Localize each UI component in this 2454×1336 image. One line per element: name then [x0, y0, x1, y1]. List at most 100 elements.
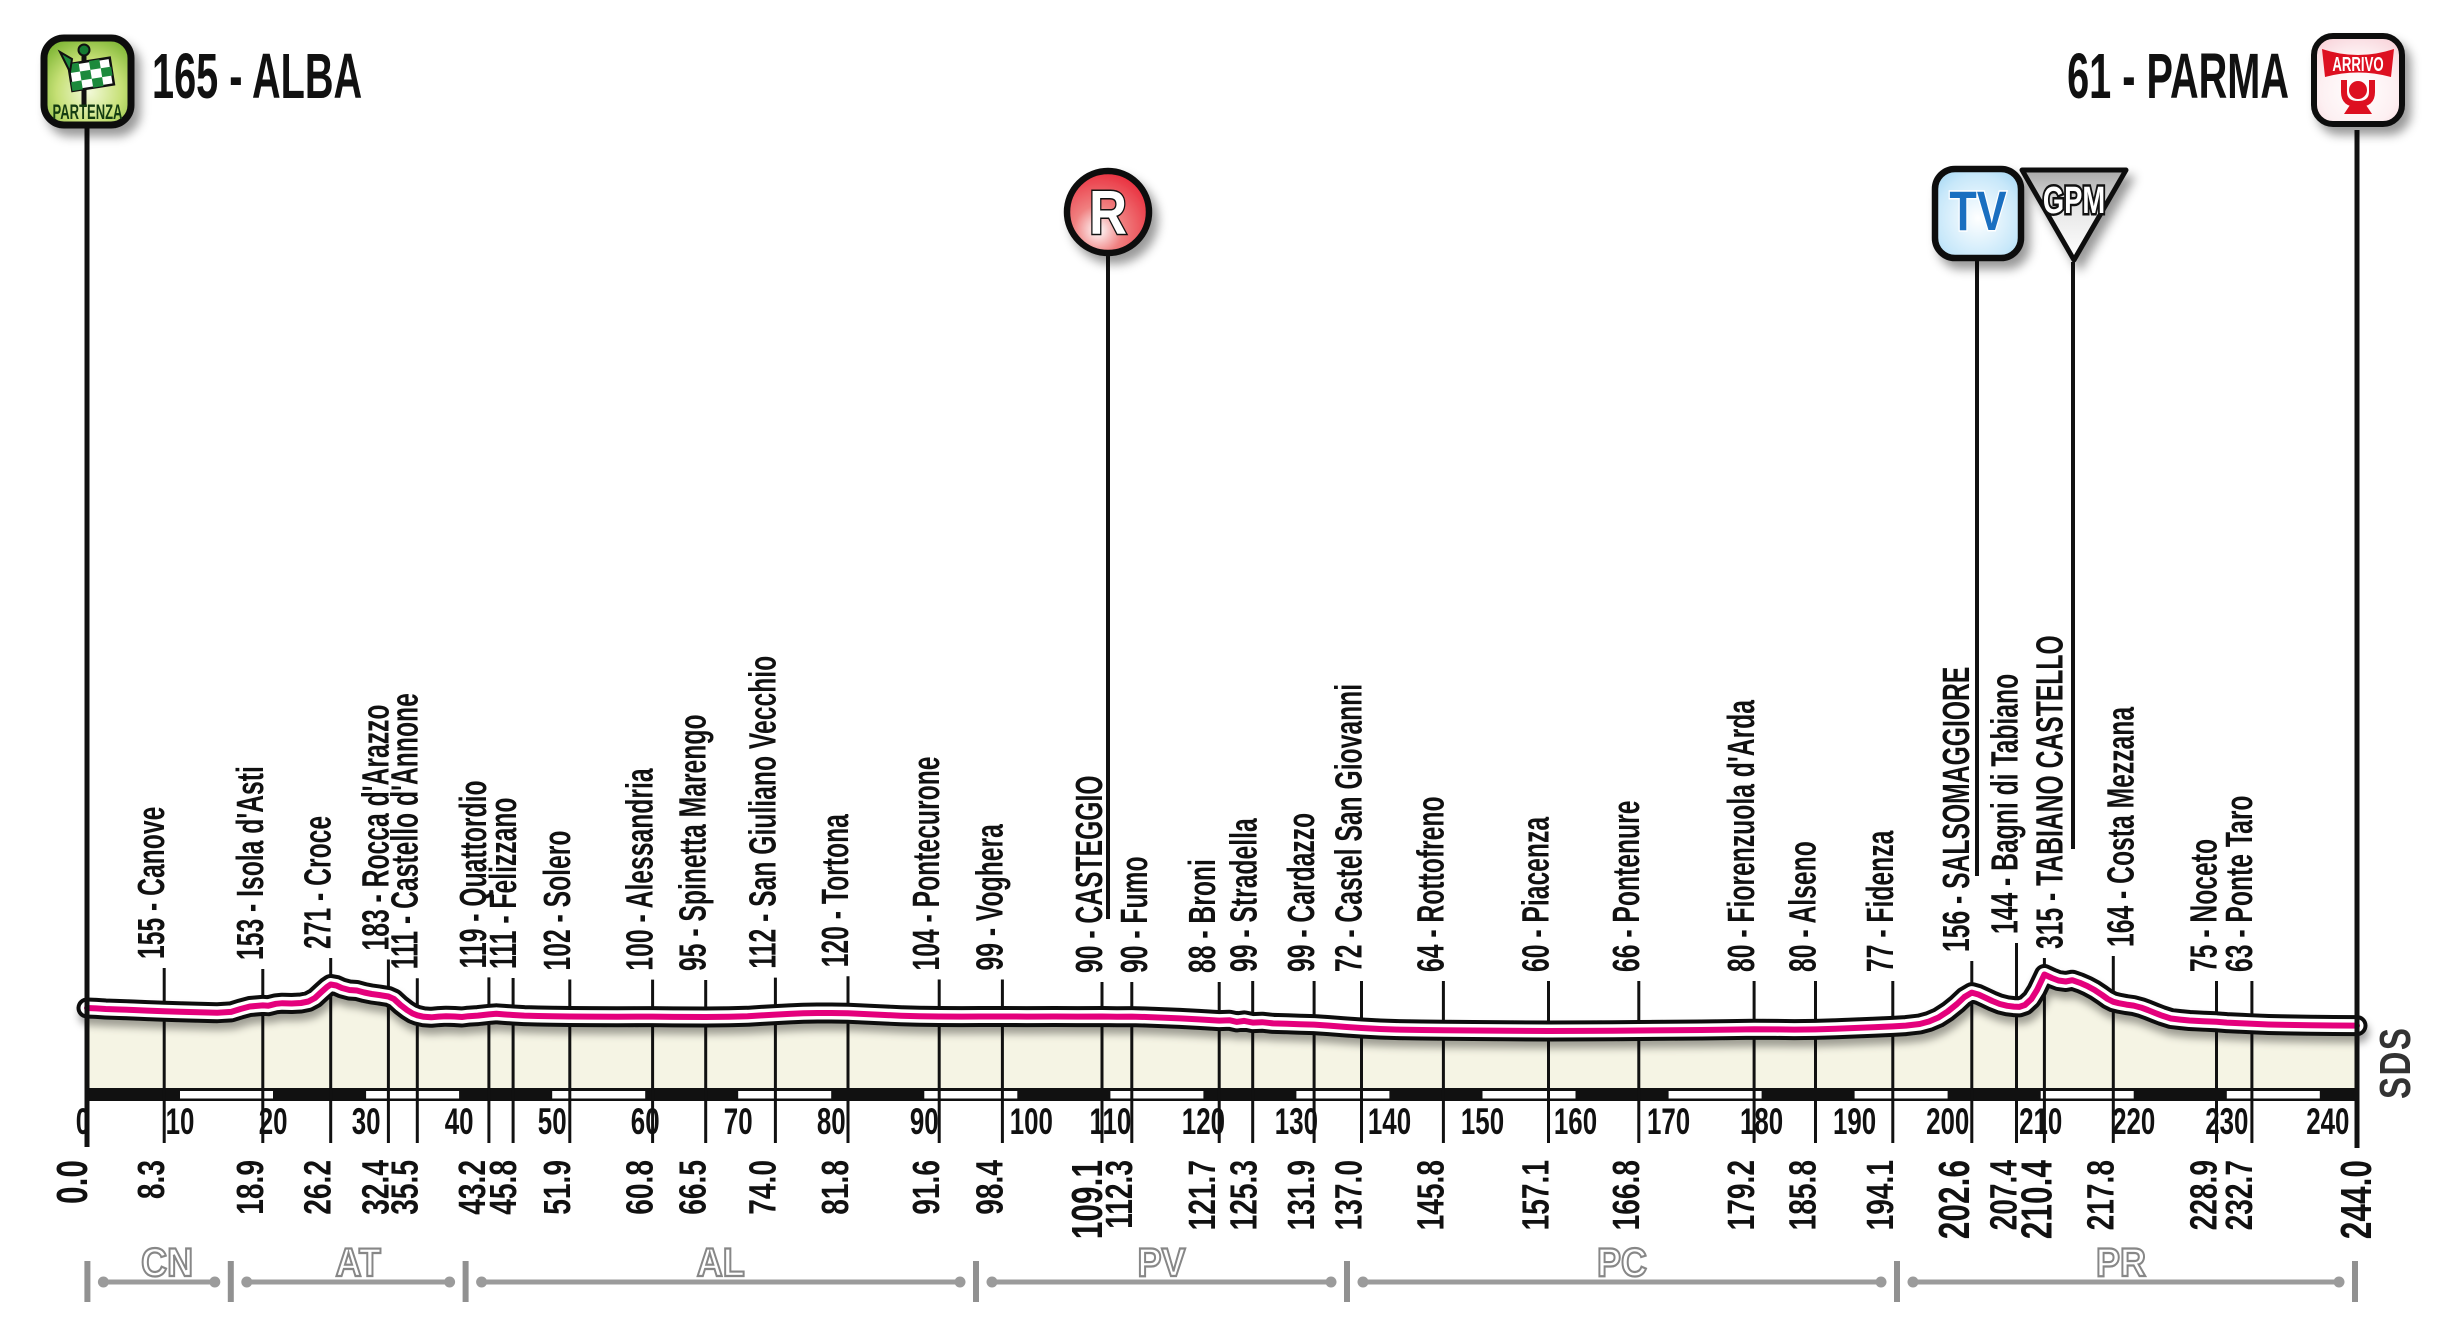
- svg-text:183 - Rocca d'Arazzo: 183 - Rocca d'Arazzo: [354, 705, 397, 951]
- svg-text:140: 140: [1368, 1100, 1411, 1142]
- svg-text:PR: PR: [2096, 1241, 2146, 1285]
- svg-text:153 - Isola d'Asti: 153 - Isola d'Asti: [228, 766, 271, 960]
- svg-text:240: 240: [2306, 1100, 2349, 1142]
- svg-text:60 - Piacenza: 60 - Piacenza: [1514, 816, 1557, 972]
- svg-text:230: 230: [2205, 1100, 2248, 1142]
- svg-text:SDS: SDS: [2372, 1027, 2421, 1099]
- svg-text:45.8: 45.8: [483, 1160, 525, 1215]
- svg-text:150: 150: [1461, 1100, 1504, 1142]
- svg-text:207.4: 207.4: [1984, 1160, 2026, 1231]
- svg-text:30: 30: [352, 1100, 381, 1142]
- svg-text:PC: PC: [1597, 1241, 1647, 1285]
- svg-text:66 - Pontenure: 66 - Pontenure: [1604, 801, 1647, 972]
- svg-text:156 - SALSOMAGGIORE: 156 - SALSOMAGGIORE: [1934, 667, 1977, 952]
- svg-text:ARRIVO: ARRIVO: [2332, 53, 2383, 75]
- svg-text:144 - Bagni di Tabiano: 144 - Bagni di Tabiano: [1983, 674, 2026, 934]
- svg-text:70: 70: [724, 1100, 753, 1142]
- svg-text:0: 0: [76, 1100, 90, 1142]
- svg-text:8.3: 8.3: [131, 1160, 173, 1199]
- svg-text:271 - Croce: 271 - Croce: [296, 816, 339, 949]
- svg-text:80: 80: [817, 1100, 846, 1142]
- svg-text:99 - Voghera: 99 - Voghera: [968, 823, 1011, 970]
- svg-text:98.4: 98.4: [969, 1160, 1011, 1215]
- svg-text:179.2: 179.2: [1721, 1160, 1763, 1230]
- svg-text:244.0: 244.0: [2332, 1160, 2381, 1239]
- svg-text:43.2: 43.2: [452, 1160, 494, 1215]
- svg-text:109.1: 109.1: [1063, 1160, 1112, 1239]
- svg-text:190: 190: [1833, 1100, 1876, 1142]
- svg-text:32.4: 32.4: [355, 1160, 397, 1215]
- svg-text:20: 20: [259, 1100, 288, 1142]
- svg-text:119 - Quattordio: 119 - Quattordio: [452, 780, 495, 968]
- svg-text:72 - Castel San Giovanni: 72 - Castel San Giovanni: [1327, 684, 1370, 972]
- svg-text:100: 100: [1010, 1100, 1053, 1142]
- svg-text:160: 160: [1554, 1100, 1597, 1142]
- svg-text:R: R: [1089, 179, 1127, 248]
- svg-text:164 - Costa Mezzana: 164 - Costa Mezzana: [2099, 706, 2142, 947]
- svg-text:AL: AL: [697, 1241, 745, 1285]
- svg-text:185.8: 185.8: [1783, 1160, 1825, 1230]
- svg-text:165 - ALBA: 165 - ALBA: [152, 42, 362, 113]
- svg-text:50: 50: [538, 1100, 567, 1142]
- svg-text:202.6: 202.6: [1930, 1160, 1979, 1239]
- svg-text:102 - Solero: 102 - Solero: [535, 831, 578, 971]
- svg-text:111 - Felizzano: 111 - Felizzano: [482, 797, 525, 969]
- svg-text:80 - Fiorenzuola d'Arda: 80 - Fiorenzuola d'Arda: [1720, 699, 1763, 972]
- svg-text:104 - Pontecurone: 104 - Pontecurone: [905, 756, 948, 970]
- svg-text:40: 40: [445, 1100, 474, 1142]
- svg-text:99 - Cardazzo: 99 - Cardazzo: [1280, 813, 1323, 972]
- svg-text:60.8: 60.8: [620, 1160, 662, 1215]
- svg-text:232.7: 232.7: [2219, 1160, 2261, 1230]
- svg-text:125.3: 125.3: [1224, 1160, 1266, 1230]
- svg-text:120 - Tortona: 120 - Tortona: [814, 813, 857, 967]
- svg-text:88 - Broni: 88 - Broni: [1181, 859, 1224, 973]
- svg-text:0.0: 0.0: [48, 1160, 97, 1204]
- svg-text:315 - TABIANO CASTELLO: 315 - TABIANO CASTELLO: [2028, 635, 2071, 949]
- svg-text:35.5: 35.5: [384, 1160, 426, 1215]
- svg-text:131.9: 131.9: [1281, 1160, 1323, 1230]
- svg-text:112.3: 112.3: [1099, 1160, 1141, 1229]
- svg-text:220: 220: [2112, 1100, 2155, 1142]
- svg-text:99 - Stradella: 99 - Stradella: [1222, 817, 1265, 972]
- svg-text:10: 10: [166, 1100, 195, 1142]
- svg-text:130: 130: [1275, 1100, 1318, 1142]
- svg-text:64 - Rottofreno: 64 - Rottofreno: [1409, 796, 1452, 972]
- svg-text:18.9: 18.9: [230, 1160, 272, 1215]
- svg-text:166.8: 166.8: [1606, 1160, 1648, 1230]
- svg-text:AT: AT: [336, 1241, 381, 1285]
- svg-text:155 - Canove: 155 - Canove: [130, 807, 173, 959]
- svg-text:95 - Spinetta Marengo: 95 - Spinetta Marengo: [671, 714, 714, 971]
- svg-text:GPM: GPM: [2043, 180, 2105, 222]
- svg-text:77 - Fidenza: 77 - Fidenza: [1858, 830, 1901, 972]
- svg-text:CN: CN: [141, 1241, 193, 1285]
- svg-text:66.5: 66.5: [673, 1160, 715, 1215]
- svg-text:26.2: 26.2: [298, 1160, 340, 1215]
- svg-text:100 - Alessandria: 100 - Alessandria: [618, 768, 661, 971]
- svg-text:194.1: 194.1: [1860, 1160, 1902, 1230]
- svg-text:90: 90: [910, 1100, 939, 1142]
- svg-text:74.0: 74.0: [742, 1160, 784, 1215]
- svg-text:60: 60: [631, 1100, 660, 1142]
- svg-text:PV: PV: [1137, 1241, 1186, 1285]
- svg-text:90 - CASTEGGIO: 90 - CASTEGGIO: [1068, 775, 1111, 973]
- svg-text:157.1: 157.1: [1516, 1160, 1558, 1230]
- svg-text:TV: TV: [1949, 179, 2006, 242]
- svg-text:210: 210: [2019, 1100, 2062, 1142]
- svg-text:81.8: 81.8: [815, 1160, 857, 1215]
- svg-text:120: 120: [1182, 1100, 1225, 1142]
- svg-text:61 - PARMA: 61 - PARMA: [2067, 42, 2289, 113]
- svg-text:51.9: 51.9: [537, 1160, 579, 1215]
- svg-text:121.7: 121.7: [1182, 1160, 1224, 1230]
- svg-text:PARTENZA: PARTENZA: [53, 100, 123, 124]
- svg-text:137.0: 137.0: [1329, 1160, 1371, 1230]
- svg-text:111 - Castello d'Annone: 111 - Castello d'Annone: [383, 693, 426, 969]
- svg-text:170: 170: [1647, 1100, 1690, 1142]
- svg-text:91.6: 91.6: [906, 1160, 948, 1215]
- svg-text:180: 180: [1740, 1100, 1783, 1142]
- svg-text:80 - Alseno: 80 - Alseno: [1781, 841, 1824, 972]
- svg-text:228.9: 228.9: [2184, 1160, 2226, 1230]
- svg-text:90 - Fumo: 90 - Fumo: [1112, 856, 1155, 973]
- svg-text:63 - Ponte Taro: 63 - Ponte Taro: [2218, 795, 2261, 972]
- svg-text:110: 110: [1090, 1100, 1132, 1142]
- svg-text:210.4: 210.4: [2012, 1159, 2061, 1239]
